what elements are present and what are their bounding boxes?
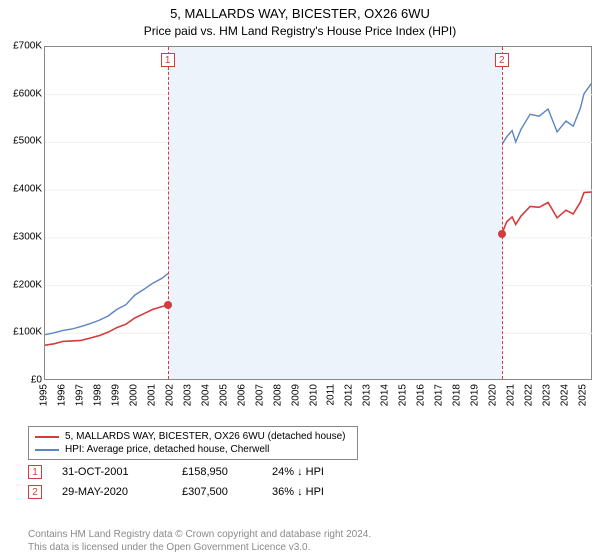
sale-marker-box: 1 — [161, 53, 175, 67]
x-tick-label: 2025 — [578, 384, 589, 406]
x-tick-label: 2008 — [272, 384, 283, 406]
x-tick-label: 2009 — [290, 384, 301, 406]
y-tick-label: £200K — [13, 279, 42, 290]
sale-price: £158,950 — [182, 466, 252, 478]
x-tick-label: 2012 — [344, 384, 355, 406]
footer-attribution: Contains HM Land Registry data © Crown c… — [28, 528, 371, 554]
x-tick-label: 2010 — [308, 384, 319, 406]
x-tick-label: 2022 — [524, 384, 535, 406]
legend-swatch — [35, 436, 59, 438]
footer-line-2: This data is licensed under the Open Gov… — [28, 541, 371, 554]
x-tick-label: 2018 — [452, 384, 463, 406]
x-tick-label: 2003 — [182, 384, 193, 406]
sale-delta: 24% ↓ HPI — [272, 466, 352, 478]
legend-box: 5, MALLARDS WAY, BICESTER, OX26 6WU (det… — [28, 426, 358, 460]
x-tick-label: 1997 — [74, 384, 85, 406]
footer-line-1: Contains HM Land Registry data © Crown c… — [28, 528, 371, 541]
x-tick-label: 2007 — [254, 384, 265, 406]
x-tick-label: 1996 — [56, 384, 67, 406]
x-tick-label: 2013 — [362, 384, 373, 406]
x-tick-label: 1999 — [110, 384, 121, 406]
x-tick-label: 2019 — [470, 384, 481, 406]
y-tick-label: £100K — [13, 327, 42, 338]
x-tick-label: 2011 — [326, 384, 337, 406]
x-tick-label: 2004 — [200, 384, 211, 406]
x-axis-labels: 1995199619971998199920002001200220032004… — [44, 384, 592, 420]
legend-row: 5, MALLARDS WAY, BICESTER, OX26 6WU (det… — [35, 430, 351, 443]
x-tick-label: 2014 — [380, 384, 391, 406]
plot-area: 12 — [44, 46, 592, 380]
sale-marker-box: 2 — [28, 485, 42, 499]
sale-row: 2 29-MAY-2020 £307,500 36% ↓ HPI — [28, 482, 352, 502]
y-axis-labels: £0£100K£200K£300K£400K£500K£600K£700K — [4, 46, 44, 380]
sale-price: £307,500 — [182, 486, 252, 498]
legend-swatch — [35, 449, 59, 451]
x-tick-label: 2016 — [416, 384, 427, 406]
sale-date: 31-OCT-2001 — [62, 466, 162, 478]
legend-label: 5, MALLARDS WAY, BICESTER, OX26 6WU (det… — [65, 431, 345, 442]
sale-dot — [498, 230, 506, 238]
chart-area: £0£100K£200K£300K£400K£500K£600K£700K 12… — [4, 46, 596, 420]
x-tick-label: 2000 — [128, 384, 139, 406]
x-tick-label: 1998 — [92, 384, 103, 406]
sale-delta: 36% ↓ HPI — [272, 486, 352, 498]
y-tick-label: £400K — [13, 184, 42, 195]
sale-vline — [168, 47, 169, 379]
x-tick-label: 2017 — [434, 384, 445, 406]
x-tick-label: 2020 — [488, 384, 499, 406]
x-tick-label: 2002 — [164, 384, 175, 406]
x-tick-label: 2005 — [218, 384, 229, 406]
x-tick-label: 1995 — [39, 384, 50, 406]
y-tick-label: £600K — [13, 88, 42, 99]
sale-dot — [164, 301, 172, 309]
x-tick-label: 2024 — [560, 384, 571, 406]
x-tick-label: 2006 — [236, 384, 247, 406]
sales-table: 1 31-OCT-2001 £158,950 24% ↓ HPI 2 29-MAY-202… — [28, 462, 352, 502]
y-tick-label: £500K — [13, 136, 42, 147]
sale-vline — [502, 47, 503, 379]
title-subtitle: Price paid vs. HM Land Registry's House … — [0, 21, 600, 44]
x-tick-label: 2023 — [542, 384, 553, 406]
y-tick-label: £300K — [13, 231, 42, 242]
sale-row: 1 31-OCT-2001 £158,950 24% ↓ HPI — [28, 462, 352, 482]
legend-row: HPI: Average price, detached house, Cher… — [35, 443, 351, 456]
sale-marker-box: 2 — [495, 53, 509, 67]
title-address: 5, MALLARDS WAY, BICESTER, OX26 6WU — [0, 0, 600, 21]
x-tick-label: 2001 — [146, 384, 157, 406]
x-tick-label: 2021 — [506, 384, 517, 406]
highlight-band — [168, 47, 502, 379]
legend-label: HPI: Average price, detached house, Cher… — [65, 444, 269, 455]
y-tick-label: £700K — [13, 41, 42, 52]
sale-date: 29-MAY-2020 — [62, 486, 162, 498]
x-tick-label: 2015 — [398, 384, 409, 406]
sale-marker-box: 1 — [28, 465, 42, 479]
